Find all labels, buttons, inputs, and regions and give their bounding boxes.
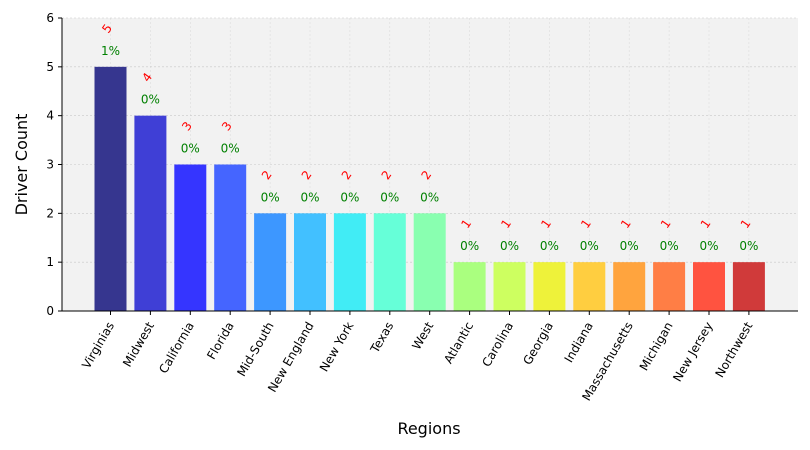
percent-label: 0% bbox=[181, 142, 200, 156]
percent-label: 0% bbox=[699, 239, 718, 253]
x-tick-label: Michigan bbox=[637, 320, 676, 374]
percent-label: 0% bbox=[540, 239, 559, 253]
bar bbox=[693, 262, 725, 311]
x-tick-label: Atlantic bbox=[441, 319, 476, 366]
y-tick-label: 3 bbox=[46, 158, 54, 172]
percent-label: 0% bbox=[660, 239, 679, 253]
bar bbox=[174, 164, 207, 311]
x-tick-label: New York bbox=[317, 319, 357, 374]
y-tick-label: 5 bbox=[46, 60, 54, 74]
percent-label: 0% bbox=[380, 190, 399, 204]
x-tick-label: Mid-South bbox=[234, 320, 276, 379]
y-tick-label: 2 bbox=[46, 206, 54, 220]
x-tick-label: Florida bbox=[204, 320, 237, 362]
bar bbox=[613, 262, 646, 311]
y-axis-title: Driver Count bbox=[12, 114, 31, 216]
bar bbox=[333, 213, 366, 311]
bar bbox=[453, 262, 486, 311]
percent-label: 0% bbox=[500, 239, 519, 253]
x-tick-label: Georgia bbox=[520, 320, 556, 368]
bar bbox=[134, 115, 167, 312]
x-tick-label: New Jersey bbox=[670, 320, 715, 385]
y-tick-label: 1 bbox=[46, 255, 54, 269]
bar bbox=[94, 66, 127, 311]
percent-label: 0% bbox=[141, 93, 160, 107]
bar bbox=[294, 213, 326, 311]
x-axis-title: Regions bbox=[397, 419, 460, 438]
percent-label: 0% bbox=[739, 239, 758, 253]
y-ticks: 0 1 2 3 4 5 6 bbox=[46, 11, 62, 318]
y-tick-label: 0 bbox=[46, 304, 54, 318]
percent-label: 0% bbox=[261, 190, 280, 204]
bar bbox=[533, 262, 566, 311]
percent-label: 1% bbox=[101, 44, 120, 58]
y-tick-label: 6 bbox=[46, 11, 54, 25]
x-tick-label: California bbox=[156, 320, 197, 376]
percent-label: 0% bbox=[580, 239, 599, 253]
bar bbox=[413, 213, 446, 311]
x-tick-label: Texas bbox=[367, 320, 396, 357]
bars bbox=[94, 66, 765, 312]
x-tick-label: Northwest bbox=[713, 319, 756, 380]
x-tick-label: West bbox=[409, 319, 436, 352]
bar bbox=[653, 262, 686, 311]
bar bbox=[573, 262, 606, 311]
percent-label: 0% bbox=[340, 190, 359, 204]
y-tick-label: 4 bbox=[46, 109, 54, 123]
percent-label: 0% bbox=[300, 190, 319, 204]
bar bbox=[373, 213, 406, 311]
x-tick-label: Carolina bbox=[479, 320, 516, 370]
x-tick-label: Midwest bbox=[120, 319, 157, 369]
bar bbox=[732, 262, 765, 311]
bar bbox=[214, 164, 247, 311]
x-ticks: Virginias Midwest California FloridaMid-Sou… bbox=[79, 311, 756, 403]
x-tick-label: Virginias bbox=[79, 320, 117, 372]
percent-label: 0% bbox=[221, 142, 240, 156]
bar bbox=[254, 213, 287, 311]
percent-label: 0% bbox=[420, 190, 439, 204]
percent-label: 0% bbox=[460, 239, 479, 253]
bar bbox=[493, 262, 526, 311]
x-tick-label: Indiana bbox=[562, 320, 596, 365]
percent-label: 0% bbox=[620, 239, 639, 253]
